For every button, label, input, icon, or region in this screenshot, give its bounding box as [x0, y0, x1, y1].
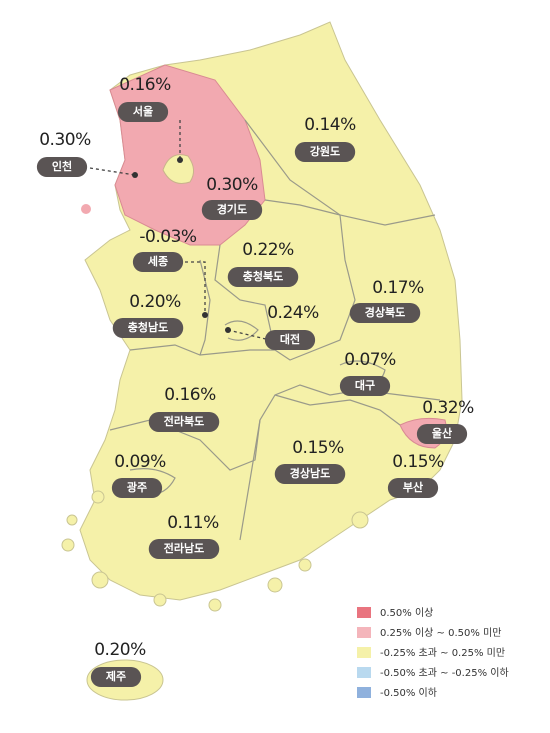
legend-label: -0.50% 초과 ~ -0.25% 이하	[380, 666, 509, 679]
region-name: 부산	[403, 480, 423, 494]
name-pill	[201, 200, 263, 220]
region-value: 0.14%	[304, 115, 356, 135]
region-name: 충청북도	[243, 269, 283, 283]
region-name: 광주	[127, 481, 147, 494]
region-value: 0.22%	[242, 240, 294, 260]
region-name: 경기도	[217, 202, 247, 216]
legend-swatch	[357, 667, 371, 678]
marker	[132, 172, 138, 178]
name-pill	[274, 464, 346, 484]
region-label: 0.09% 광주	[111, 452, 167, 498]
region-value: 0.20%	[94, 640, 146, 660]
name-pill	[416, 424, 468, 444]
region-label: 0.16% 서울	[117, 75, 172, 122]
region-name: 울산	[432, 426, 452, 440]
name-pill	[148, 539, 220, 559]
region-name: 충청남도	[128, 320, 168, 334]
region-name: 대전	[280, 332, 300, 346]
name-pill	[117, 102, 169, 122]
region-value: 0.30%	[39, 130, 91, 150]
region-label: 0.11% 전라남도	[148, 513, 220, 559]
legend-label: -0.25% 초과 ~ 0.25% 미만	[380, 647, 505, 659]
region-name: 대구	[355, 378, 375, 392]
region-value: 0.30%	[206, 175, 258, 195]
name-pill	[36, 157, 88, 177]
name-pill	[264, 330, 316, 350]
region-label: 0.30% 인천	[36, 130, 92, 177]
region-name: 전라북도	[164, 414, 204, 428]
region-label: -0.03% 세종	[132, 227, 197, 272]
name-pill	[112, 318, 184, 338]
marker	[225, 327, 231, 333]
name-pill	[349, 303, 421, 323]
legend-label: 0.50% 이상	[380, 607, 433, 619]
legend-swatch	[357, 627, 371, 638]
region-value: 0.15%	[392, 452, 444, 472]
name-pill	[227, 267, 299, 287]
legend: 0.50% 이상 0.25% 이상 ~ 0.50% 미만 -0.25% 초과 ~ 0…	[357, 607, 509, 699]
region-value: -0.03%	[139, 227, 196, 247]
region-label: 0.15% 부산	[387, 452, 445, 498]
region-label: 0.07% 대구	[339, 350, 397, 396]
name-pill	[387, 478, 439, 498]
name-pill	[148, 412, 220, 432]
legend-swatch	[357, 607, 371, 618]
region-label: 0.24% 대전	[264, 303, 320, 350]
region-value: 0.15%	[292, 438, 344, 458]
region-label: 0.14% 강원도	[294, 115, 357, 162]
legend-label: 0.25% 이상 ~ 0.50% 미만	[380, 627, 501, 639]
name-pill	[111, 478, 163, 498]
region-value: 0.16%	[119, 75, 171, 95]
region-label: 0.20% 제주	[90, 640, 147, 687]
region-value: 0.07%	[344, 350, 396, 370]
region-value: 0.24%	[267, 303, 319, 323]
region-name: 경상북도	[365, 305, 405, 319]
region-labels: 0.16% 서울 0.30% 인천 0.30% 경기도 0.14% 강원도 -0.03% 세종 0.…	[36, 75, 475, 687]
name-pill	[90, 667, 142, 687]
leader-lines	[89, 120, 271, 341]
region-label: 0.32% 울산	[416, 398, 475, 444]
name-pill	[294, 142, 356, 162]
region-value: 0.16%	[164, 385, 216, 405]
region-name: 인천	[52, 159, 72, 173]
region-label: 0.16% 전라북도	[148, 385, 220, 432]
region-label: 0.17% 경상북도	[349, 278, 425, 323]
legend-swatch	[357, 687, 371, 698]
region-value: 0.09%	[114, 452, 166, 472]
marker	[202, 312, 208, 318]
region-value: 0.11%	[167, 513, 219, 533]
region-name: 서울	[133, 104, 153, 118]
marker	[177, 157, 183, 163]
region-name: 경상남도	[290, 466, 330, 480]
land	[61, 21, 463, 701]
region-name: 강원도	[310, 144, 340, 158]
legend-label: -0.50% 이하	[380, 686, 437, 699]
legend-swatch	[357, 647, 371, 658]
region-label: 0.20% 충청남도	[112, 292, 184, 338]
region-label: 0.22% 충청북도	[227, 240, 299, 287]
region-label: 0.15% 경상남도	[274, 438, 346, 484]
region-label: 0.30% 경기도	[201, 175, 263, 220]
name-pill	[339, 376, 391, 396]
region-name: 제주	[106, 669, 126, 683]
region-value: 0.32%	[422, 398, 474, 418]
name-pill	[132, 252, 184, 272]
region-value: 0.17%	[372, 278, 424, 298]
region-name: 전라남도	[164, 541, 204, 555]
region-name: 세종	[148, 254, 168, 268]
region-value: 0.20%	[129, 292, 181, 312]
